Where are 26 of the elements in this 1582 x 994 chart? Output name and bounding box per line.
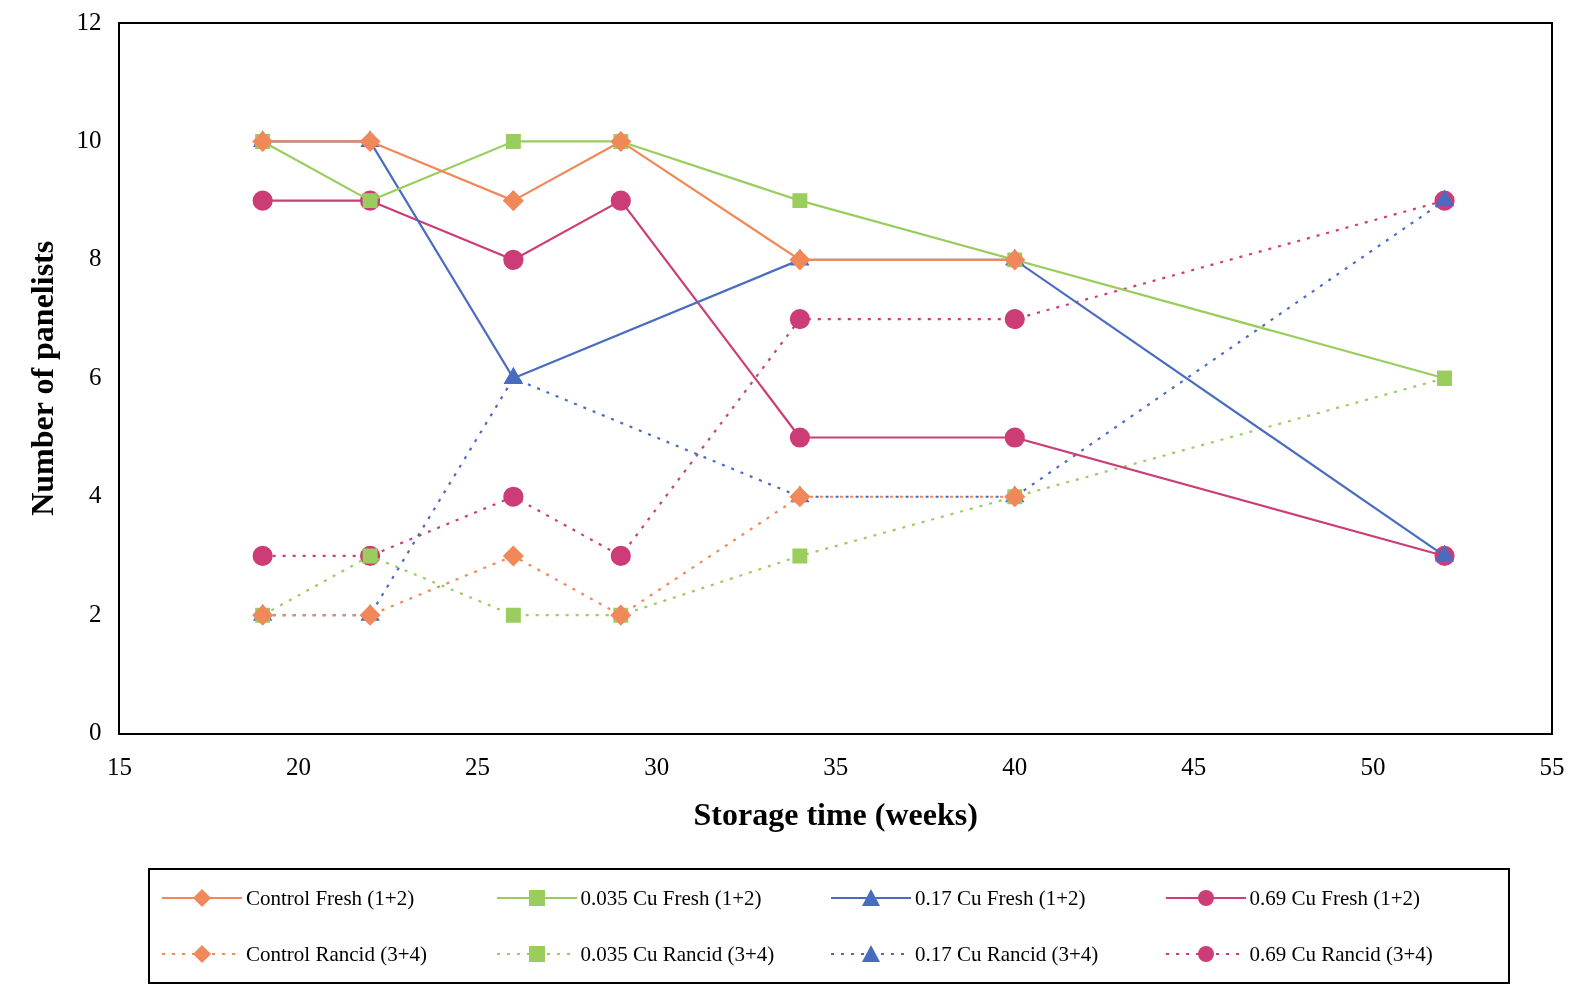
y-tick-label: 12: [76, 7, 102, 35]
legend-label: Control Fresh (1+2): [246, 885, 415, 911]
y-tick-label: 10: [76, 126, 102, 153]
x-tick-label: 30: [644, 753, 670, 781]
y-tick-label: 4: [88, 481, 102, 509]
y-tick-label: 0: [88, 718, 102, 746]
x-tick-label: 25: [465, 753, 491, 781]
x-tick-label: 55: [1539, 753, 1565, 781]
y-axis-title: Number of panelists: [24, 240, 61, 516]
legend-label: Control Rancid (3+4): [246, 941, 427, 967]
legend-label: 0.035 Cu Rancid (3+4): [580, 941, 775, 967]
x-tick-label: 40: [1002, 753, 1028, 781]
x-tick-label: 35: [823, 753, 849, 781]
x-tick-label: 45: [1181, 753, 1207, 781]
y-tick-label: 6: [88, 362, 102, 390]
legend-label: 0.17 Cu Fresh (1+2): [915, 885, 1086, 911]
legend-label: 0.17 Cu Rancid (3+4): [915, 941, 1099, 967]
x-tick-label: 50: [1360, 753, 1386, 781]
y-tick-label: 8: [88, 244, 102, 272]
legend-label: 0.69 Cu Rancid (3+4): [1249, 941, 1433, 967]
y-tick-label: 2: [88, 599, 102, 627]
legend-label: 0.69 Cu Fresh (1+2): [1249, 885, 1421, 911]
legend-label: 0.035 Cu Fresh (1+2): [580, 885, 762, 911]
x-axis-title: Storage time (weeks): [693, 796, 978, 833]
x-tick-label: 15: [106, 753, 132, 781]
x-tick-label: 20: [285, 753, 311, 781]
